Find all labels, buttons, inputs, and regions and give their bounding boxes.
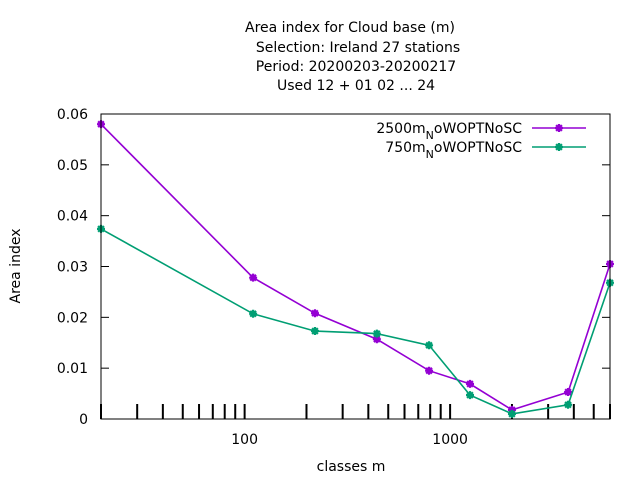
y-tick-label: 0.03: [57, 260, 88, 276]
y-tick-label: 0.05: [57, 158, 88, 174]
data-point-1: [564, 400, 573, 409]
title-line-4: Used 12 + 01 02 ... 24: [277, 78, 435, 94]
legend-marker-1: [555, 143, 563, 151]
y-axis-label: Area index: [8, 229, 24, 304]
data-point-1: [310, 327, 319, 336]
data-point-0: [564, 388, 573, 397]
axis-ticks: 0 0.01 0.02 0.03 0.04 0.05 0.06 100 1000: [57, 107, 611, 448]
data-point-0: [310, 309, 319, 318]
y-tick-label: 0.06: [57, 107, 88, 123]
title-line-3: Period: 20200203-20200217: [256, 59, 456, 75]
x-axis-label: classes m: [317, 459, 386, 475]
data-point-1: [249, 309, 258, 318]
plot-frame: [100, 113, 611, 420]
data-point-0: [372, 335, 381, 344]
chart-title: Area index for Cloud base (m) Selection:…: [245, 20, 460, 94]
data-point-0: [466, 379, 475, 388]
y-tick-label: 0.01: [57, 361, 88, 377]
legend-label-1: 750mNoWOPTNoSC: [385, 140, 522, 161]
legend-label-0: 2500mNoWOPTNoSC: [376, 121, 522, 142]
data-point-0: [249, 273, 258, 282]
data-point-0: [425, 366, 434, 375]
data-point-0: [507, 405, 516, 414]
data-point-1: [372, 329, 381, 338]
series-line-1: [100, 228, 611, 415]
y-tick-label: 0.04: [57, 209, 88, 225]
y-tick-label: 0.02: [57, 310, 88, 326]
plot-series: [97, 120, 614, 418]
data-point-1: [466, 391, 475, 400]
y-tick-label: 0: [79, 412, 88, 428]
series-line-0: [100, 123, 611, 411]
title-line-2: Selection: Ireland 27 stations: [256, 40, 460, 56]
title-line-1: Area index for Cloud base (m): [245, 20, 455, 36]
data-point-1: [507, 409, 516, 418]
legend-marker-0: [555, 124, 563, 132]
x-tick-label: 100: [231, 432, 258, 448]
x-tick-label: 1000: [432, 432, 468, 448]
data-point-1: [425, 341, 434, 350]
